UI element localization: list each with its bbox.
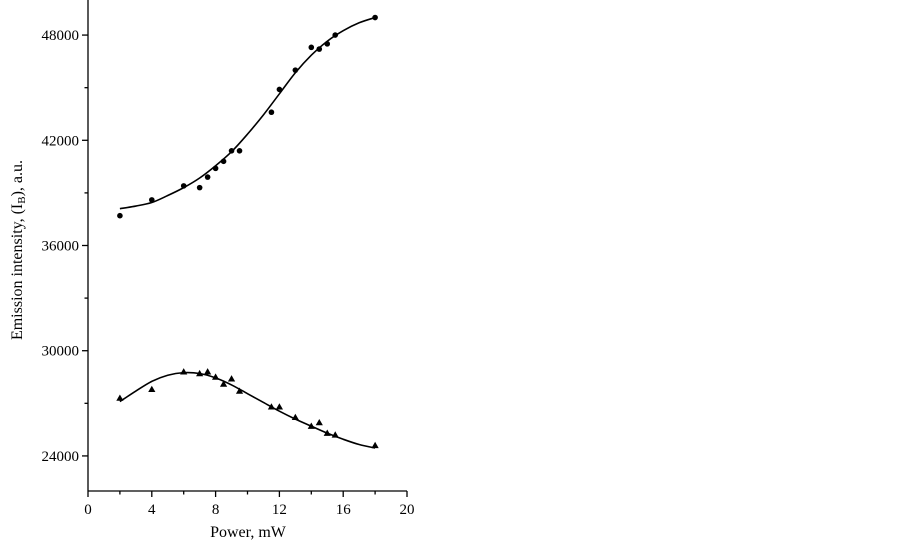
triangle-data-point (212, 373, 220, 380)
y-axis-title-main: Emission intensity, (I (9, 204, 26, 340)
circle-data-point (220, 158, 227, 165)
x-tick-label: 20 (400, 502, 415, 518)
triangle-data-point (331, 431, 339, 438)
x-tick-label: 12 (272, 502, 287, 518)
triangle-data-point (275, 403, 283, 410)
y-tick-label: 42000 (42, 133, 80, 149)
circle-data-point (292, 67, 299, 73)
triangle-data-point (219, 380, 228, 387)
circle-data-point (212, 165, 219, 172)
triangle-data-point (235, 387, 244, 394)
triangle-data-point (116, 394, 124, 401)
triangle-data-point (307, 422, 315, 429)
triangle-data-point (291, 413, 299, 421)
axes: 0 4 8 12 16 20 24000 30000 36000 42000 48000 (42, 0, 415, 518)
circle-data-point (149, 197, 155, 203)
circle-data-point (180, 183, 187, 189)
circle-data-point (117, 212, 123, 219)
triangle-data-point (371, 441, 379, 449)
triangle-data-point (267, 403, 276, 410)
triangle-data-point (204, 368, 212, 375)
circle-data-point (332, 32, 339, 38)
y-axis-title: Emission intensity, (IB), a.u. (9, 160, 28, 340)
x-tick-label: 8 (212, 502, 220, 518)
triangle-data-point (196, 369, 204, 377)
y-tick-label: 30000 (42, 344, 80, 360)
y-tick-label: 24000 (42, 449, 80, 465)
circle-data-point (236, 148, 243, 154)
y-tick-label: 36000 (42, 239, 80, 255)
x-tick-label: 4 (148, 502, 156, 518)
triangle-data-point (148, 385, 156, 392)
triangle-data-point (227, 375, 236, 382)
y-axis-title-end: ), a.u. (9, 160, 26, 196)
circle-data-point (324, 41, 331, 47)
data-markers (116, 14, 379, 449)
triangle-data-point (323, 429, 331, 436)
fit-curves (119, 16, 376, 449)
circle-data-point (372, 14, 378, 21)
circle-data-point (308, 44, 315, 51)
y-tick-label: 48000 (42, 28, 80, 44)
circle-data-point (228, 148, 235, 154)
x-tick-label: 16 (336, 502, 352, 518)
triangle-data-point (315, 419, 323, 426)
circle-data-point (204, 174, 211, 180)
circle-series-fit-curve (119, 16, 376, 210)
triangle-data-point (180, 368, 188, 375)
circle-data-point (316, 46, 323, 52)
triangle-series-fit-curve (119, 371, 376, 449)
circle-data-point (196, 184, 203, 191)
x-axis-title: Power, mW (210, 524, 287, 541)
y-axis-title-subscript: B (16, 196, 28, 203)
circle-data-point (268, 109, 275, 116)
circle-data-point (276, 86, 283, 93)
x-tick-label: 0 (84, 502, 92, 518)
